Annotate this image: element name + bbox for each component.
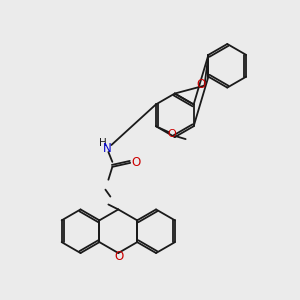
Text: N: N: [103, 142, 112, 154]
Text: H: H: [99, 138, 106, 148]
Text: O: O: [115, 250, 124, 262]
Text: O: O: [196, 78, 205, 91]
Text: O: O: [167, 129, 176, 139]
Text: O: O: [131, 156, 141, 170]
